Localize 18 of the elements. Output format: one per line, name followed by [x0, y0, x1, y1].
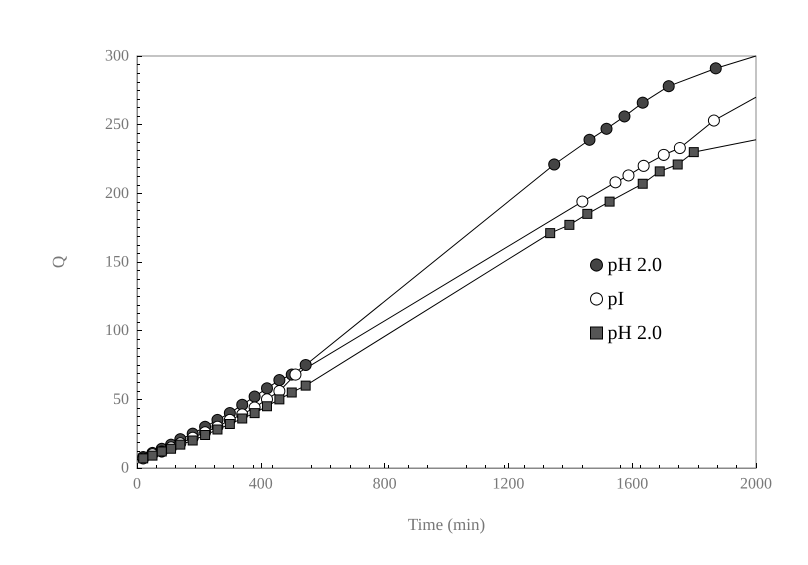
x-axis-title: Time (min): [408, 515, 486, 534]
y-tick-label: 150: [105, 254, 129, 270]
x-tick-label: 0: [133, 476, 141, 492]
y-tick-label: 200: [105, 184, 129, 202]
x-tick-label: 800: [372, 476, 397, 492]
x-tick-label: 1200: [492, 476, 524, 492]
y-tick-label: 300: [105, 48, 129, 64]
legend-label: pI: [608, 288, 624, 310]
y-tick-label: 100: [105, 322, 129, 340]
legend-label: pH 2.0: [608, 254, 662, 276]
x-tick-label: 400: [248, 476, 273, 492]
y-axis-title: Q: [49, 256, 68, 268]
y-tick-label: 250: [105, 116, 129, 134]
y-tick-label: 0: [121, 460, 129, 476]
x-tick-label: 2000: [740, 476, 772, 492]
legend-label: pH 2.0: [608, 322, 662, 344]
x-tick-label: 1600: [616, 476, 648, 492]
y-tick-label: 50: [113, 390, 129, 408]
